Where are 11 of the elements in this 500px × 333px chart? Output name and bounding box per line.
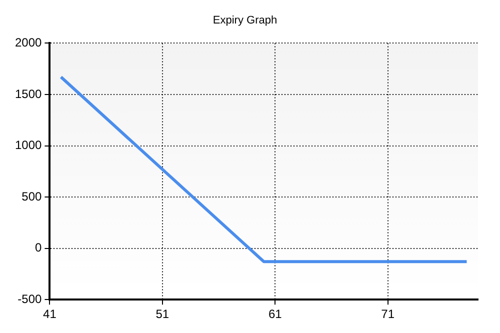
x-tick-label: 61	[268, 307, 282, 322]
y-tick-label: 1500	[14, 86, 42, 101]
chart-title: Expiry Graph	[212, 14, 278, 27]
x-tick-label: 51	[156, 307, 170, 322]
y-tick-label: 1000	[14, 138, 42, 152]
x-tick-label: 41	[43, 307, 57, 322]
x-tick-label: 71	[381, 307, 395, 322]
y-tick-label: 500	[22, 189, 42, 204]
y-tick-label: 0	[35, 240, 42, 255]
y-tick-label: -500	[18, 292, 42, 306]
y-tick-label: 2000	[14, 36, 42, 50]
